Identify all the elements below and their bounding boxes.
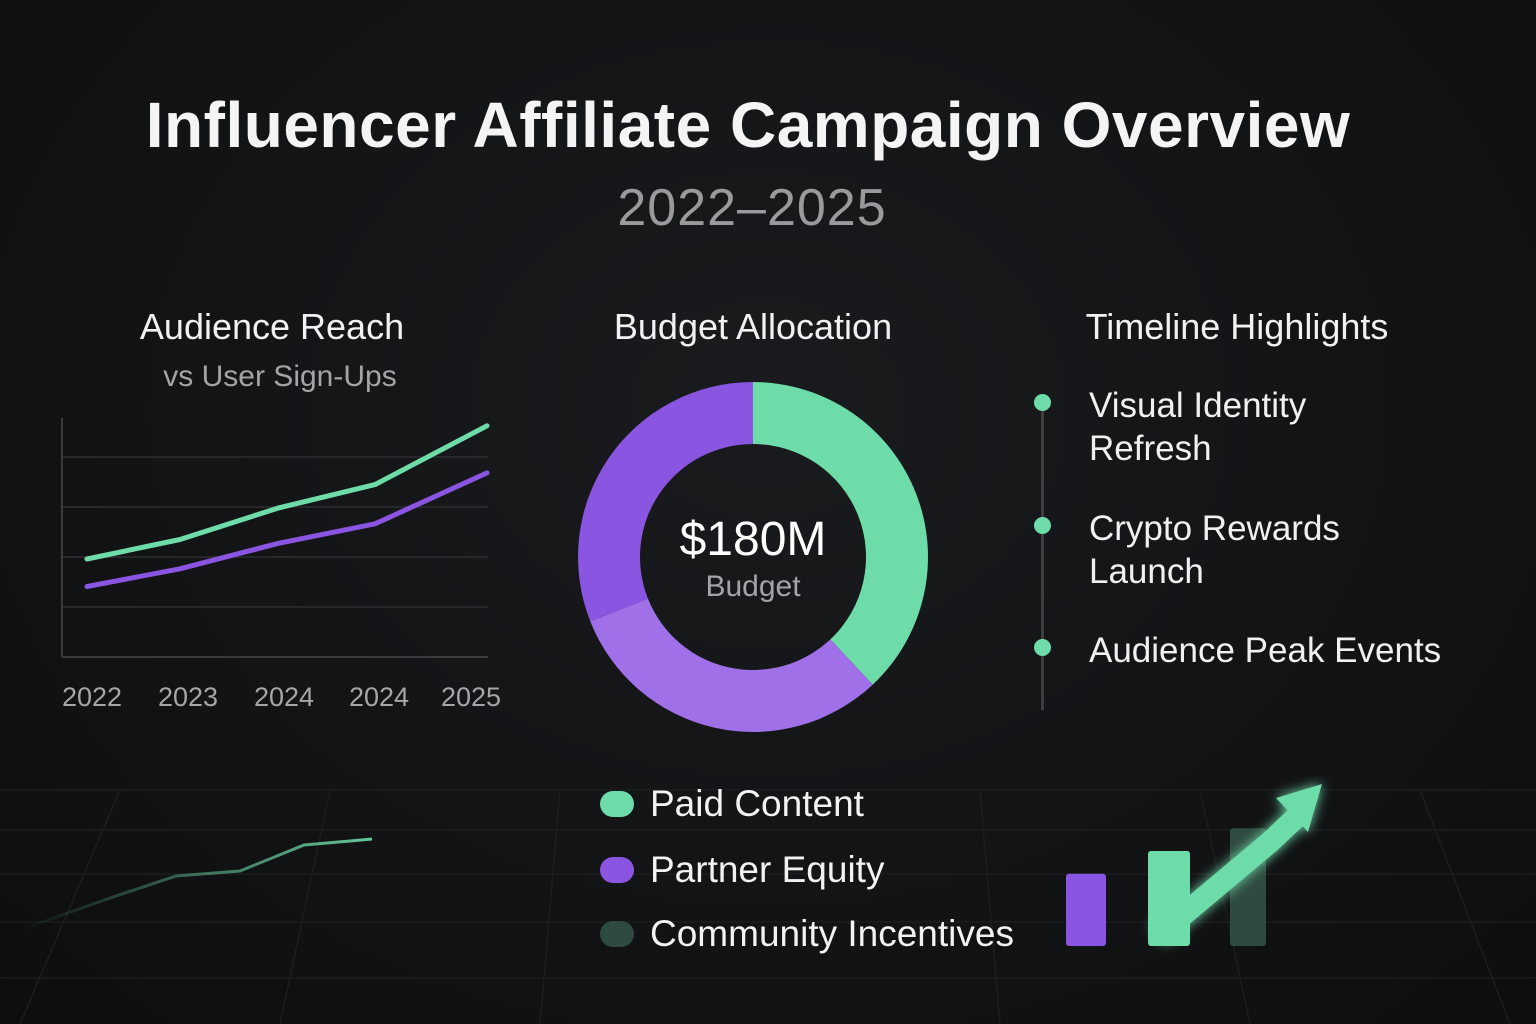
timeline-item: Crypto Rewards Launch — [1089, 507, 1509, 593]
donut-slice-0 — [753, 382, 929, 685]
timeline-item: Visual Identity Refresh — [1089, 384, 1509, 470]
page-subtitle: 2022–2025 — [617, 179, 887, 237]
decorative-trend-line — [19, 837, 373, 932]
budget-donut-chart — [578, 382, 929, 732]
timeline-item-line: Launch — [1089, 552, 1204, 591]
series-line-0 — [84, 423, 490, 562]
timeline-line — [1041, 400, 1044, 710]
x-tick-label: 2022 — [62, 682, 122, 712]
legend-swatch — [600, 791, 634, 817]
timeline-dot — [1034, 639, 1051, 656]
legend-item-partner-equity: Partner Equity — [600, 849, 885, 890]
donut-center-value: $180M — [679, 513, 827, 566]
legend-swatch — [600, 921, 634, 947]
timeline-dot — [1034, 517, 1051, 534]
x-tick-label: 2025 — [441, 682, 501, 712]
legend-item-community-incentives: Community Incentives — [600, 913, 1014, 954]
legend-label: Paid Content — [650, 783, 864, 824]
timeline-item: Audience Peak Events — [1089, 629, 1509, 672]
timeline-item-line: Crypto Rewards — [1089, 509, 1340, 548]
timeline-item-line: Refresh — [1089, 429, 1212, 468]
page-title: Influencer Affiliate Campaign Overview — [145, 89, 1351, 161]
legend-label: Community Incentives — [650, 913, 1014, 954]
x-tick-label: 2024 — [349, 682, 409, 712]
legend-swatch — [600, 857, 634, 883]
growth-bar — [1066, 873, 1106, 946]
line-chart-subtitle: vs User Sign-Ups — [163, 360, 397, 393]
donut-slice-2 — [578, 382, 753, 622]
timeline-dot — [1034, 394, 1051, 411]
x-tick-label: 2023 — [158, 682, 218, 712]
donut-slice-1 — [590, 598, 873, 732]
x-tick-label: 2024 — [254, 682, 314, 712]
donut-chart-title: Budget Allocation — [613, 306, 893, 347]
legend-label: Partner Equity — [650, 849, 885, 890]
legend-item-paid-content: Paid Content — [600, 783, 864, 824]
up-right-arrow-icon — [1150, 784, 1322, 945]
donut-center-label: Budget — [705, 570, 801, 603]
line-chart-title: Audience Reach — [139, 306, 405, 347]
series-line-1 — [84, 470, 490, 589]
growth-bars-graphic — [1066, 784, 1322, 946]
timeline-item-line: Audience Peak Events — [1089, 631, 1442, 670]
timeline-item-line: Visual Identity — [1089, 386, 1307, 425]
timeline-title: Timeline Highlights — [1085, 306, 1389, 347]
audience-reach-line-chart: 2022 2023 2024 2024 2025 — [61, 418, 501, 712]
